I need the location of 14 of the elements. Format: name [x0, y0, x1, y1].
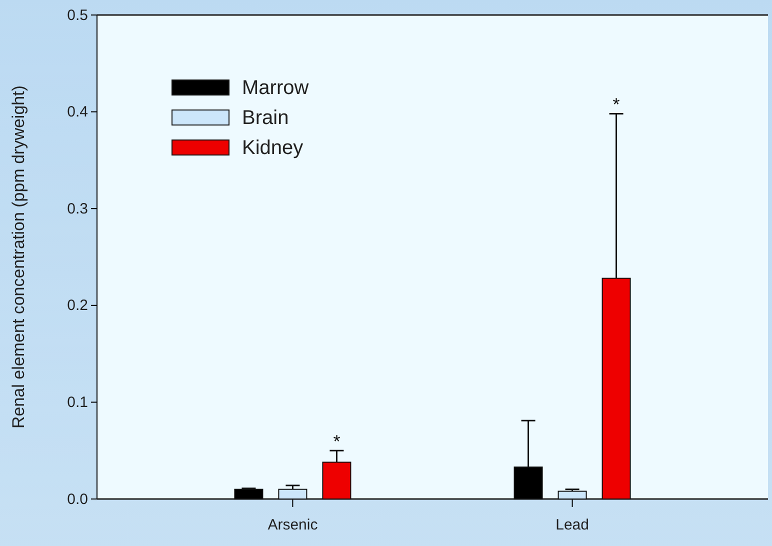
y-tick-label: 0.3	[67, 200, 88, 218]
y-tick-label: 0.1	[67, 394, 88, 411]
x-tick-label: Lead	[556, 516, 589, 534]
y-tick-label: 0.0	[67, 490, 88, 508]
annotation: *	[612, 94, 620, 115]
y-tick-label: 0.4	[67, 104, 88, 121]
legend-label: Brain	[242, 107, 289, 129]
x-tick-label: Arsenic	[268, 516, 318, 534]
legend-label: Kidney	[242, 137, 304, 159]
y-tick-label: 0.2	[67, 297, 88, 314]
legend-label: Marrow	[242, 77, 310, 99]
y-axis-title: Renal element concentration (ppm dryweight)	[9, 85, 28, 429]
y-tick-label: 0.5	[67, 6, 88, 24]
annotation: *	[333, 432, 340, 452]
